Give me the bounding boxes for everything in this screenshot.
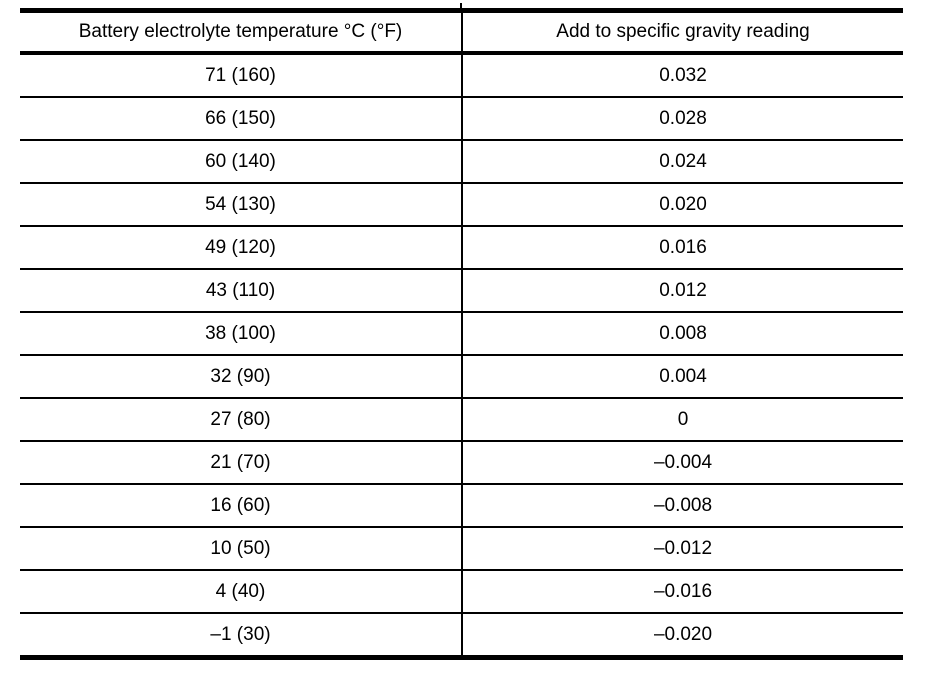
table-cell-correction: –0.004 bbox=[462, 441, 903, 485]
table-body: 71 (160) 0.032 66 (150) 0.028 60 (140) 0… bbox=[20, 53, 903, 659]
table-row: 4 (40) –0.016 bbox=[20, 570, 903, 614]
gravity-correction-table: Battery electrolyte temperature °C (°F) … bbox=[20, 8, 903, 660]
table-cell-correction: 0.004 bbox=[462, 355, 903, 399]
table-cell-correction: 0.024 bbox=[462, 140, 903, 184]
table-cell-temperature: 21 (70) bbox=[20, 441, 463, 485]
table-cell-correction: 0.016 bbox=[462, 226, 903, 270]
table-cell-correction: 0 bbox=[462, 398, 903, 442]
table-row: 10 (50) –0.012 bbox=[20, 527, 903, 571]
table-cell-temperature: 54 (130) bbox=[20, 183, 463, 227]
table-cell-temperature: 10 (50) bbox=[20, 527, 463, 571]
table-cell-correction: –0.012 bbox=[462, 527, 903, 571]
table-cell-temperature: –1 (30) bbox=[20, 613, 463, 659]
table-row: 21 (70) –0.004 bbox=[20, 441, 903, 485]
table-cell-correction: 0.032 bbox=[462, 53, 903, 98]
column-header-correction: Add to specific gravity reading bbox=[462, 10, 903, 55]
table-cell-temperature: 32 (90) bbox=[20, 355, 463, 399]
table-cell-temperature: 43 (110) bbox=[20, 269, 463, 313]
table-row: –1 (30) –0.020 bbox=[20, 613, 903, 659]
header-row: Battery electrolyte temperature °C (°F) … bbox=[20, 10, 903, 55]
table-row: 49 (120) 0.016 bbox=[20, 226, 903, 270]
table-cell-correction: –0.020 bbox=[462, 613, 903, 659]
table-cell-temperature: 60 (140) bbox=[20, 140, 463, 184]
table-row: 43 (110) 0.012 bbox=[20, 269, 903, 313]
table-row: 38 (100) 0.008 bbox=[20, 312, 903, 356]
table-cell-temperature: 49 (120) bbox=[20, 226, 463, 270]
table-cell-temperature: 71 (160) bbox=[20, 53, 463, 98]
table-row: 16 (60) –0.008 bbox=[20, 484, 903, 528]
table-cell-correction: 0.008 bbox=[462, 312, 903, 356]
table-cell-temperature: 66 (150) bbox=[20, 97, 463, 141]
table-cell-correction: 0.020 bbox=[462, 183, 903, 227]
table-cell-temperature: 27 (80) bbox=[20, 398, 463, 442]
table-row: 71 (160) 0.032 bbox=[20, 53, 903, 98]
column-header-temperature: Battery electrolyte temperature °C (°F) bbox=[20, 10, 463, 55]
table-header: Battery electrolyte temperature °C (°F) … bbox=[20, 10, 903, 55]
table-cell-temperature: 16 (60) bbox=[20, 484, 463, 528]
column-divider-tick bbox=[460, 3, 462, 9]
table-cell-temperature: 4 (40) bbox=[20, 570, 463, 614]
table-row: 27 (80) 0 bbox=[20, 398, 903, 442]
table-cell-correction: 0.028 bbox=[462, 97, 903, 141]
table-row: 66 (150) 0.028 bbox=[20, 97, 903, 141]
table-row: 60 (140) 0.024 bbox=[20, 140, 903, 184]
table-row: 54 (130) 0.020 bbox=[20, 183, 903, 227]
table-cell-correction: –0.008 bbox=[462, 484, 903, 528]
table-cell-correction: 0.012 bbox=[462, 269, 903, 313]
table-cell-correction: –0.016 bbox=[462, 570, 903, 614]
table-row: 32 (90) 0.004 bbox=[20, 355, 903, 399]
table-cell-temperature: 38 (100) bbox=[20, 312, 463, 356]
